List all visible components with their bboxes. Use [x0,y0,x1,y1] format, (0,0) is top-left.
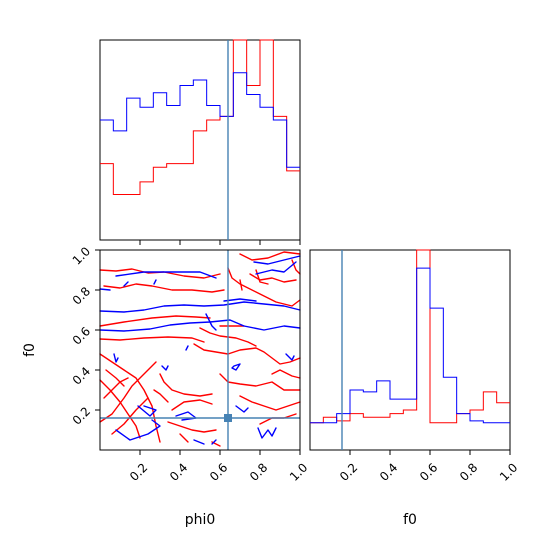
contour-x-tick-label-4: 1.0 [287,460,310,483]
panel-hist-phi0 [99,39,301,245]
hist-phi0-step-blue [100,72,300,168]
contour-y-tick-label-2: 0.6 [70,324,93,347]
contour-blue-1 [99,301,301,313]
hist-f0-x-tick-label-3: 0.8 [457,460,480,483]
panel-contour-phi0-f0: 0.2 0.4 0.6 0.8 1.0 0.2 0.4 0.6 0.8 1.0 phi0 f0 [22,244,310,528]
contour-x-tick-label-2: 0.6 [207,460,230,483]
contour-blue-20 [153,279,157,285]
contour-y-tick-label-4: 1.0 [70,244,93,267]
hist-f0-x-tick-label-0: 0.2 [337,460,360,483]
contour-red-25 [259,413,297,425]
contour-blue-6 [99,288,111,291]
contour-red-23 [239,395,301,411]
contour-red-1 [103,283,225,293]
contour-blue-16 [257,427,277,439]
contour-blue-18 [211,439,217,445]
contour-red-15 [99,361,157,423]
panel-hist-f0: 0.2 0.4 0.6 0.8 1.0 f0 [309,249,520,528]
contour-blue-11 [161,365,169,371]
contour-red-17 [103,377,129,399]
contour-blue-3 [253,255,301,265]
contour-red-16 [105,369,125,387]
contour-blue-2 [223,298,257,302]
contour-red-28 [153,389,169,403]
contour-blue-9 [285,353,295,361]
hist-f0-x-tick-label-1: 0.4 [377,460,400,483]
hist-f0-x-ticks: 0.2 0.4 0.6 0.8 1.0 [337,450,520,484]
contour-blue-21 [185,345,189,351]
contour-red-26 [179,433,189,443]
hist-f0-frame [309,249,511,451]
hist-phi0-frame [99,39,301,241]
contour-x-tick-label-1: 0.4 [167,460,190,483]
contour-blue-4 [255,261,297,275]
contour-y-ticks: 0.2 0.4 0.6 0.8 1.0 [70,244,100,428]
hist-phi0-series [100,39,300,196]
contour-blue-19 [123,281,129,287]
contour-red-4 [249,273,297,283]
contour-red-9 [193,343,301,365]
contour-blue-10 [113,353,119,363]
contour-red-21 [167,421,217,433]
contour-red-24 [271,369,301,379]
x-axis-label-f0: f0 [403,512,417,528]
hist-f0-step-red [310,249,510,424]
contour-red-18 [111,397,149,435]
contour-red-19 [159,373,213,397]
contour-blue-17 [193,439,205,445]
contour-series [99,251,301,447]
contour-blue-7 [205,313,217,331]
contour-y-tick-label-0: 0.2 [70,404,93,427]
contour-red-3 [239,251,301,261]
contour-blue-5 [115,271,217,279]
contour-blue-15 [115,419,161,441]
contour-blue-12 [137,405,157,417]
y-axis-label-f0: f0 [22,343,38,357]
hist-f0-step-blue [310,267,510,424]
hist-phi0-ticks [139,240,301,245]
contour-blue-14 [235,405,249,413]
contour-frame [99,249,301,451]
hist-f0-series [310,249,510,424]
contour-x-tick-label-0: 0.2 [127,460,150,483]
contour-y-tick-label-3: 0.8 [70,284,93,307]
contour-red-8 [99,336,205,343]
contour-red-22 [219,373,301,391]
contour-red-14 [99,379,141,439]
hist-phi0-step-red [100,39,300,196]
contour-y-tick-label-1: 0.4 [70,364,93,387]
contour-red-7 [99,315,211,327]
contour-blue-8 [231,363,241,371]
contour-x-ticks: 0.2 0.4 0.6 0.8 1.0 [127,450,310,484]
hist-f0-x-tick-label-2: 0.6 [417,460,440,483]
contour-red-20 [171,399,213,411]
contour-blue-13 [175,411,197,421]
truth-marker [224,414,232,422]
contour-red-12 [239,279,243,291]
x-axis-label-phi0: phi0 [185,512,216,528]
contour-red-0 [99,268,221,279]
contour-red-2 [227,267,301,307]
contour-x-tick-label-3: 0.8 [247,460,270,483]
hist-f0-x-tick-label-4: 1.0 [497,460,520,483]
